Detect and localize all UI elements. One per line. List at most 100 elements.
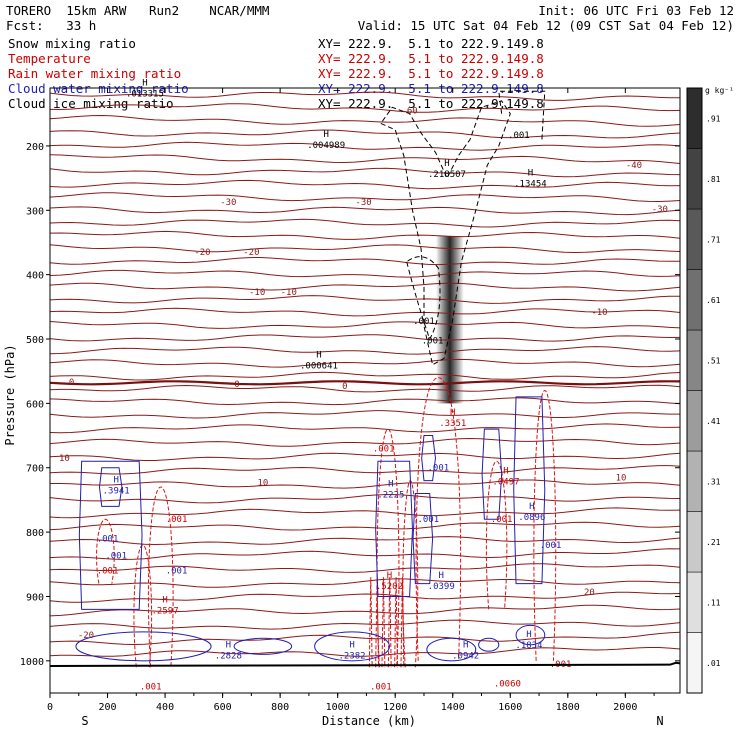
field-xy-cloud-ice: XY= 222.9. 5.1 to 222.9.149.8 bbox=[318, 96, 544, 111]
isotherm-line bbox=[49, 218, 681, 228]
isotherm-line bbox=[49, 256, 681, 266]
contour-value-label: .001 bbox=[540, 541, 562, 551]
colorbar-segment bbox=[686, 632, 703, 694]
isotherm-line bbox=[49, 536, 681, 546]
cloud-water-contour bbox=[478, 637, 500, 652]
contour-value-label: .001 bbox=[97, 567, 119, 577]
colorbar-unit: g kg⁻¹ bbox=[705, 86, 734, 95]
x-tick-label: 1000 bbox=[326, 702, 350, 713]
header-line1-right: Init: 06 UTC Fri 03 Feb 12 bbox=[538, 3, 734, 18]
x-tick-label: 1400 bbox=[441, 702, 465, 713]
colorbar-level-label: .81 bbox=[706, 175, 721, 184]
maximum-value-label: .218507 bbox=[428, 170, 466, 180]
colorbar-segment bbox=[686, 208, 703, 270]
maximum-value-label: .000641 bbox=[300, 362, 338, 372]
contour-value-label: .001 bbox=[417, 515, 439, 525]
rain-water-contour bbox=[376, 428, 400, 668]
y-tick-label: 500 bbox=[26, 335, 44, 346]
colorbar-level-label: .11 bbox=[706, 598, 721, 607]
contour-value-label: .001 bbox=[140, 683, 162, 693]
maximum-value-label: .1834 bbox=[515, 641, 542, 651]
isotherm-line bbox=[49, 563, 681, 573]
temperature-label: 0 bbox=[342, 382, 347, 392]
y-tick-label: 200 bbox=[26, 142, 44, 153]
colorbar-segment bbox=[686, 511, 703, 573]
isotherm-line bbox=[49, 114, 681, 127]
maximum-value-label: .2597 bbox=[152, 606, 179, 616]
maximum-h-marker: H bbox=[162, 595, 167, 605]
x-tick-label: 200 bbox=[99, 702, 117, 713]
contour-value-label: .001 bbox=[105, 551, 127, 561]
rain-water-contour bbox=[394, 577, 399, 668]
rain-water-contour bbox=[147, 486, 174, 668]
header-line2-left: Fcst: 33 h bbox=[6, 18, 97, 33]
isotherm-line bbox=[49, 452, 681, 461]
maximum-h-marker: H bbox=[387, 571, 392, 581]
x-tick-label: 800 bbox=[271, 702, 289, 713]
temperature-label: -10 bbox=[591, 308, 607, 318]
colorbar-segment bbox=[686, 269, 703, 331]
zero-isotherm bbox=[49, 380, 681, 386]
rain-water-contour bbox=[400, 577, 405, 668]
colorbar-level-label: .71 bbox=[706, 235, 721, 244]
maximum-value-label: .3941 bbox=[103, 487, 130, 497]
contour-value-label: .001 bbox=[508, 131, 530, 141]
isotherm-line bbox=[49, 647, 681, 657]
isotherm-line bbox=[49, 371, 681, 381]
temperature-label: 0 bbox=[234, 380, 239, 390]
cloud-water-contour bbox=[78, 460, 143, 610]
x-tick-label: 0 bbox=[47, 702, 53, 713]
isotherm-line bbox=[49, 154, 681, 164]
isotherm-line bbox=[49, 604, 681, 617]
temperature-label: -20 bbox=[243, 248, 259, 258]
x-tick-label: 1800 bbox=[556, 702, 580, 713]
isotherm-line bbox=[49, 493, 681, 504]
maximum-h-marker: H bbox=[529, 502, 534, 512]
x-axis-label: Distance (km) bbox=[322, 714, 416, 728]
temperature-label: -40 bbox=[626, 161, 642, 171]
colorbar-level-label: .41 bbox=[706, 417, 721, 426]
maximum-value-label: .004989 bbox=[307, 141, 345, 151]
cloud-water-contour bbox=[412, 492, 434, 585]
isotherm-line bbox=[49, 591, 681, 603]
x-tick-label: 1600 bbox=[498, 702, 522, 713]
x-tick-label: 400 bbox=[156, 702, 174, 713]
isotherm-line bbox=[49, 358, 681, 368]
rain-water-contour bbox=[381, 577, 386, 668]
isotherm-line bbox=[49, 206, 681, 216]
colorbar-segment bbox=[686, 329, 703, 391]
isotherm-line bbox=[49, 91, 680, 101]
maximum-value-label: .2828 bbox=[215, 651, 242, 661]
y-tick-label: 800 bbox=[26, 528, 44, 539]
y-tick-label: 1000 bbox=[20, 657, 44, 668]
isotherm-line bbox=[49, 141, 681, 151]
rain-water-contour bbox=[368, 577, 373, 668]
cloud-water-contour bbox=[426, 637, 477, 662]
north-end-label: N bbox=[656, 714, 663, 728]
cloud-water-contour bbox=[75, 631, 212, 662]
x-tick-label: 1200 bbox=[383, 702, 407, 713]
rain-water-contour bbox=[96, 518, 115, 584]
x-tick-label: 600 bbox=[214, 702, 232, 713]
temperature-label: -20 bbox=[194, 248, 210, 258]
maximum-value-label: .0942 bbox=[452, 651, 479, 661]
isotherm-line bbox=[49, 334, 681, 342]
field-name-rain: Rain water mixing ratio bbox=[8, 66, 182, 81]
maximum-value-label: .0399 bbox=[428, 582, 455, 592]
header-line2-right: Valid: 15 UTC Sat 04 Feb 12 (09 CST Sat … bbox=[357, 18, 734, 33]
temperature-label: -20 bbox=[78, 631, 94, 641]
isotherm-line bbox=[49, 437, 681, 447]
rain-water-contour bbox=[133, 544, 153, 668]
maximum-h-marker: H bbox=[526, 630, 531, 640]
temperature-label: -10 bbox=[249, 288, 265, 298]
isotherm-line bbox=[49, 410, 680, 419]
field-xy-temperature: XY= 222.9. 5.1 to 222.9.149.8 bbox=[318, 51, 544, 66]
colorbar-frame bbox=[686, 87, 703, 694]
field-xy-rain: XY= 222.9. 5.1 to 222.9.149.8 bbox=[318, 66, 544, 81]
maximum-h-marker: H bbox=[226, 640, 231, 650]
isotherm-line bbox=[49, 423, 681, 434]
cloud-water-contour bbox=[98, 467, 123, 507]
contour-value-label: .001 bbox=[370, 683, 392, 693]
cloud-water-contour bbox=[375, 460, 413, 597]
